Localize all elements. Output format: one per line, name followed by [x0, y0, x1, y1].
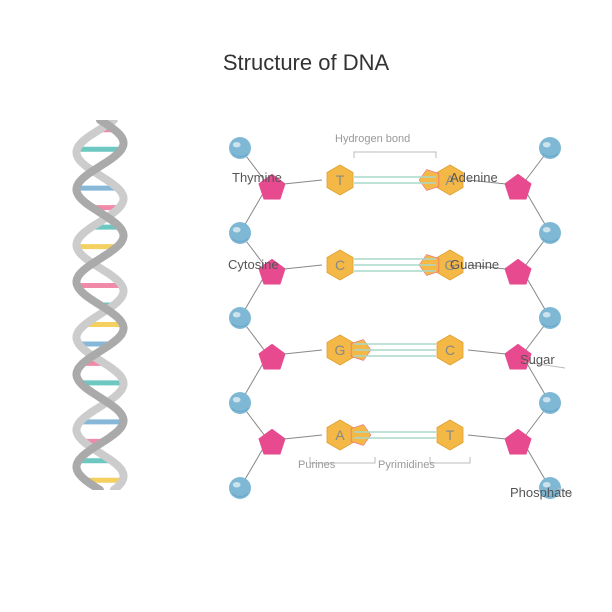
- label-sugar: Sugar: [520, 352, 555, 367]
- diagram-title: Structure of DNA: [223, 50, 389, 76]
- label-purines: Purines: [298, 459, 335, 471]
- svg-text:T: T: [446, 427, 455, 443]
- svg-text:C: C: [445, 342, 455, 358]
- label-thymine: Thymine: [232, 170, 282, 185]
- label-cytosine: Cytosine: [228, 257, 279, 272]
- dna-molecular-diagram: TACGGCAT: [210, 125, 580, 545]
- label-guanine: Guanine: [450, 257, 499, 272]
- dna-helix: [70, 120, 130, 490]
- svg-text:G: G: [335, 342, 346, 358]
- base-pair-2: GC: [229, 307, 561, 369]
- label-adenine: Adenine: [450, 170, 498, 185]
- svg-text:T: T: [336, 172, 345, 188]
- label-hydrogen-bond: Hydrogen bond: [335, 133, 410, 145]
- label-pyrimidines: Pyrimidines: [378, 459, 435, 471]
- base-pair-0: TA: [229, 137, 561, 199]
- svg-text:A: A: [335, 427, 345, 443]
- base-pair-1: CG: [229, 222, 561, 284]
- base-pair-3: AT: [229, 392, 561, 454]
- svg-text:C: C: [335, 257, 345, 273]
- label-phosphate: Phosphate: [510, 485, 572, 500]
